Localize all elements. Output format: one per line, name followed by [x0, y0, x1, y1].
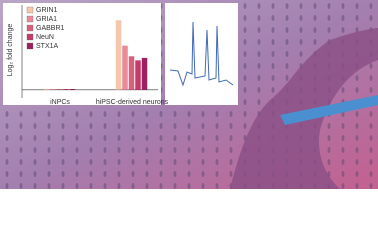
bar: [141, 57, 148, 90]
x-tick-label: iNPCs: [50, 99, 70, 106]
legend-swatch: [26, 33, 34, 41]
bar: [50, 89, 56, 90]
legend-swatch: [26, 15, 34, 23]
graphical-abstract: Log₂ fold change GRIN1 GRIA1 GABBR1 NeuN STX…: [0, 0, 378, 189]
electrode: [280, 95, 378, 125]
legend-swatch: [26, 42, 34, 50]
x-tick-label: hiPSC-derived neurons: [96, 99, 169, 106]
bar: [43, 89, 50, 90]
bar: [63, 89, 69, 90]
bar: [135, 60, 141, 90]
bar: [122, 45, 128, 90]
trace-inset: [165, 3, 238, 105]
bar: [128, 56, 135, 90]
neuron-body: [230, 28, 378, 189]
bar: [56, 89, 63, 90]
bar: [69, 89, 76, 90]
legend-label: NeuN: [36, 34, 54, 41]
legend-label: GRIA1: [36, 16, 57, 23]
legend-label: GRIN1: [36, 7, 58, 14]
y-axis-label: Log₂ fold change: [7, 24, 14, 77]
legend-swatch: [26, 6, 34, 14]
legend-label: GABBR1: [36, 25, 65, 32]
voltage-trace: [169, 21, 234, 87]
legend-label: STX1A: [36, 43, 59, 50]
bar: [115, 20, 122, 90]
legend-swatch: [26, 24, 34, 32]
